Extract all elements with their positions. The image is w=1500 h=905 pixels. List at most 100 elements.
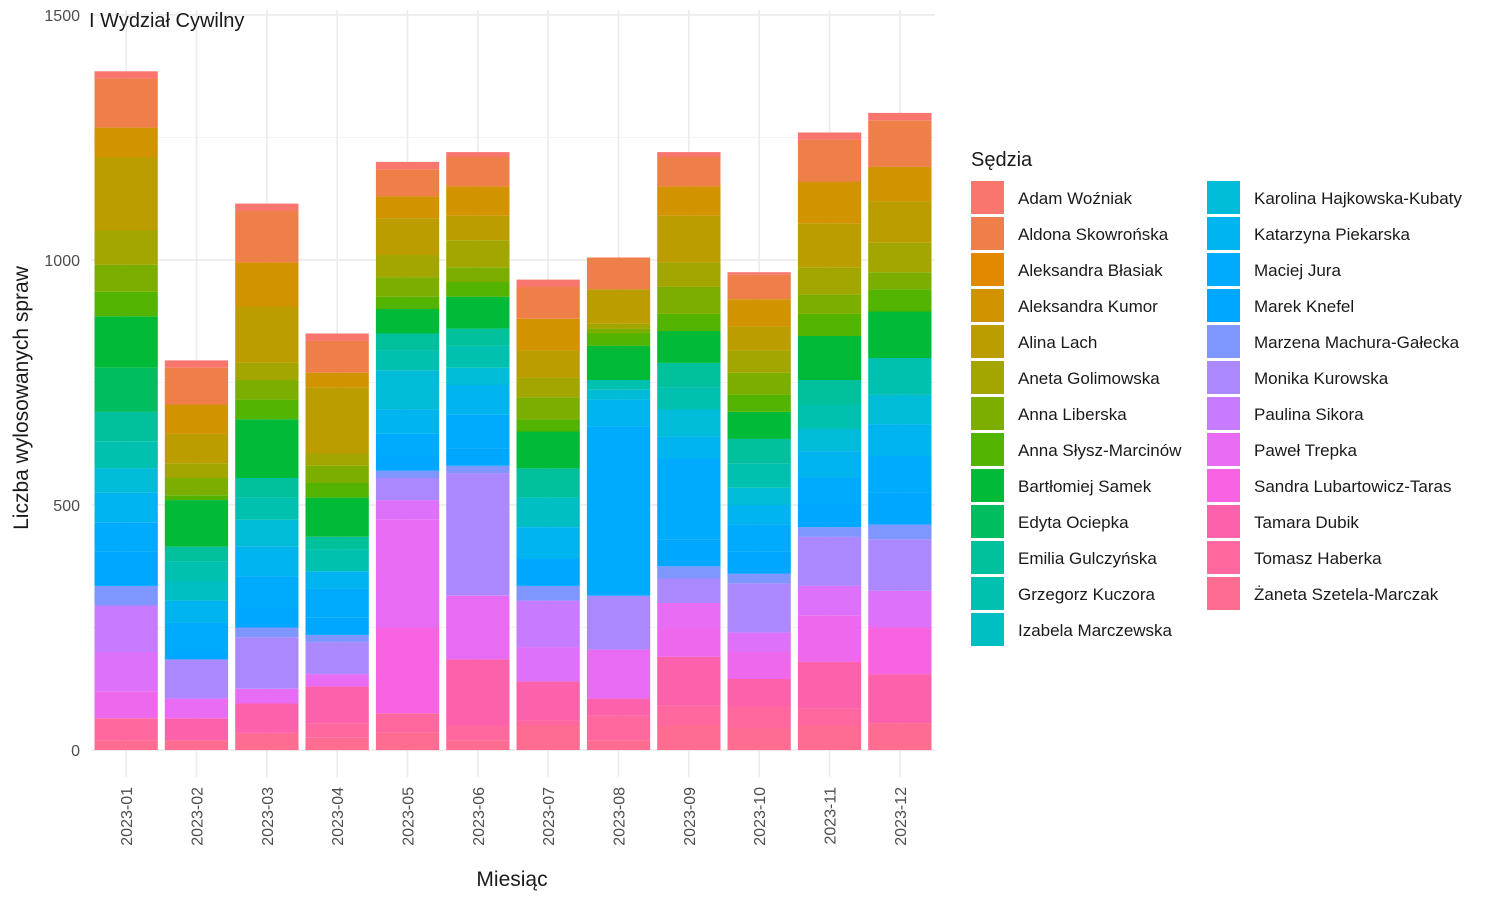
bar-segment [375,161,440,170]
bar-segment [164,404,229,434]
bar-segment [586,257,651,290]
bar-segment [657,603,721,628]
legend-key [971,613,1004,646]
bar-segment [516,350,580,378]
bar-segment [516,286,580,319]
bar-segment [94,78,158,128]
bar-segment [868,524,932,540]
bar-segment [305,549,369,572]
bar-segment [446,595,510,660]
bar-segment [797,335,862,380]
legend-label: Żaneta Szetela-Marczak [1254,585,1439,604]
bar-segment [305,497,369,537]
legend-key [971,361,1004,394]
bar-segment [375,409,440,434]
bar-segment [727,463,791,488]
bar-segment [164,463,229,478]
y-axis-title: Liczba wylosowanych spraw [10,265,33,530]
bar-segment [94,468,158,493]
bar-segment [164,500,229,547]
bar-segment [305,453,369,466]
x-tick-label: 2023-03 [260,787,277,846]
x-tick-label: 2023-10 [752,787,769,846]
bar-segment [868,272,932,290]
bar-segment [305,387,369,454]
bar-segment [375,519,440,628]
legend-key [971,289,1004,322]
bar-segment [727,679,791,706]
y-tick-label: 1000 [44,253,80,270]
bar-segment [375,309,440,334]
bar-segment [446,215,510,241]
x-axis-title: Miesiąc [476,868,547,891]
bar-segment [657,157,721,187]
legend-key [1207,577,1240,610]
bar-segment [797,505,862,528]
bar-segment [516,725,580,750]
bar-segment [94,522,158,552]
bar-segment [94,71,158,79]
bar-segment [164,622,229,652]
legend-key [1207,397,1240,430]
x-tick-label: 2023-12 [893,787,910,846]
legend-label: Aleksandra Błasiak [1018,261,1163,280]
bar-segment [516,468,580,498]
legend-key [1207,217,1240,250]
bar-segment [727,438,791,464]
bar-segment [446,740,510,750]
bar-segment [868,201,932,243]
legend-key [1207,505,1240,538]
bar-segment [727,372,791,395]
x-tick-label: 2023-02 [190,787,207,846]
bar-segment [305,617,369,635]
bar-segment [235,497,299,520]
legend-label: Izabela Marczewska [1018,621,1173,640]
bar-segment [657,705,721,726]
bar-segment [305,737,369,751]
x-tick-label: 2023-09 [682,787,699,846]
legend-label: Marzena Machura-Gałecka [1254,333,1460,352]
bar-segment [375,478,440,501]
bar-segment [164,478,229,496]
bar-segment [94,585,158,606]
bar-segment [727,583,791,633]
bar-segment [657,627,721,657]
bar-segment [164,360,229,368]
bar-segment [516,720,580,726]
bar-segment [375,456,440,471]
bar-segment [586,715,651,741]
bar-segment [305,642,369,675]
bar-segment [516,681,580,721]
chart-title: I Wydział Cywilny [89,10,244,32]
bar-segment [375,627,440,714]
bar-segment [375,277,440,297]
bar-segment [94,367,158,412]
legend-label: Maciej Jura [1254,261,1341,280]
bar-segment [586,333,651,346]
bar-segment [657,286,721,314]
legend: Sędzia Adam Woźniak Aldona Skowrońska Alek… [971,149,1462,646]
bar-segment [797,708,862,726]
bar-segment [657,578,721,603]
bar-segment [375,433,440,456]
bar-segment [797,429,862,452]
legend-label: Tamara Dubik [1254,513,1359,532]
bar-segment [305,571,369,589]
bar-segment [235,519,299,547]
bar-segment [516,527,580,559]
bar-segment [375,296,440,309]
bar-segment [797,404,862,429]
bar-segment [305,634,369,643]
bar-segment [375,732,440,751]
bar-segment [446,186,510,216]
bar-segment [305,482,369,498]
legend-label: Anna Liberska [1018,405,1127,424]
bar-segment [727,411,791,439]
x-tick-label: 2023-01 [119,787,136,846]
bar-segment [235,380,299,400]
bar-segment [586,649,651,699]
legend-key [1207,289,1240,322]
legend-key [1207,541,1240,574]
bar-segment [164,652,229,660]
bar-segment [727,487,791,505]
